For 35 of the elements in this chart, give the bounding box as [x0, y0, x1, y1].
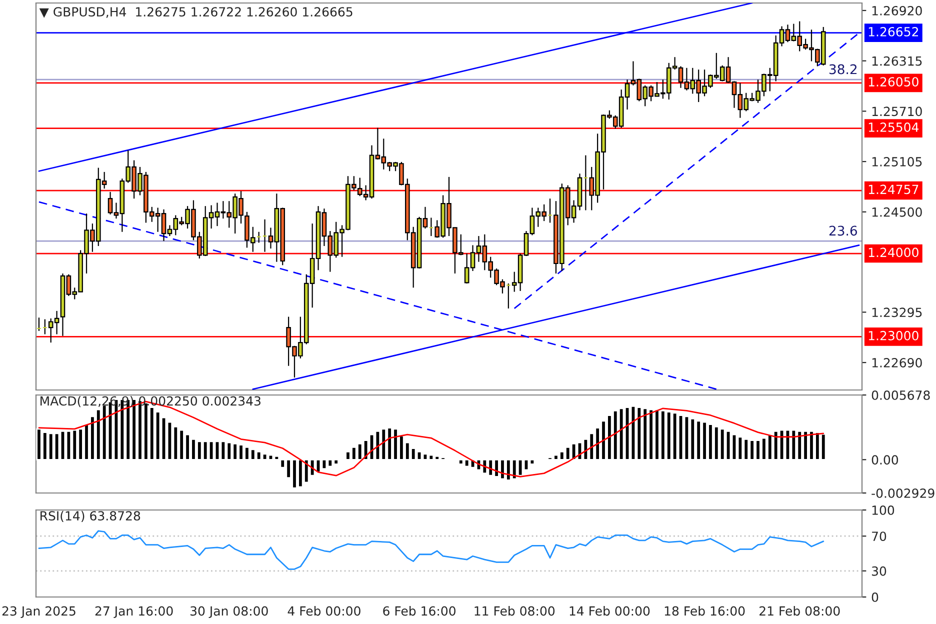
x-tick-label: 14 Feb 00:00: [570, 606, 650, 616]
y-tick-label: -0.002929: [872, 488, 934, 498]
x-tick-label: 18 Feb 16:00: [664, 606, 745, 616]
chart-title: RSI(14) 63.8728: [40, 510, 140, 522]
y-tick-label: 100: [872, 505, 894, 515]
ref-line-label: 1.24757: [868, 184, 918, 194]
ref-line-label: 1.23000: [868, 330, 918, 340]
y-tick-label: 1.26315: [872, 56, 922, 66]
y-tick-label: 1.24500: [872, 207, 922, 217]
x-tick-label: 11 Feb 08:00: [474, 606, 555, 616]
ref-line-label: 1.25504: [868, 122, 919, 132]
x-tick-label: 27 Jan 16:00: [95, 606, 173, 618]
y-tick-label: 1.25105: [872, 157, 922, 166]
y-tick-label: 1.23295: [872, 308, 922, 318]
line-series: [38, 530, 824, 570]
x-tick-label: 21 Feb 08:00: [760, 606, 840, 616]
chart-title: ▼ GBPUSD,H4 1.26275 1.26722 1.26260 1.26665: [39, 7, 352, 18]
ref-line-label: 1.26050: [868, 77, 918, 87]
x-tick-label: 6 Feb 16:00: [383, 606, 456, 616]
y-tick-label: 30: [872, 566, 886, 576]
y-tick-label: 0.00: [872, 455, 898, 465]
ref-line-label: 1.26652: [868, 26, 918, 36]
y-tick-label: 1.22690: [872, 358, 922, 368]
y-tick-label: 1.26920: [872, 6, 922, 16]
y-tick-label: 0.005678: [872, 390, 930, 400]
x-tick-label: 30 Jan 08:00: [190, 606, 268, 618]
ref-line-label: 1.24000: [868, 248, 918, 258]
y-tick-label: 1.25710: [872, 106, 922, 116]
x-tick-label: 23 Jan 2025: [2, 606, 76, 618]
x-tick-label: 4 Feb 00:00: [288, 606, 360, 616]
y-tick-label: 0: [872, 592, 878, 602]
chart-title: MACD(12,26,9) 0.002250 0.002343: [40, 396, 260, 408]
y-tick-label: 70: [872, 532, 886, 542]
annotation: 23.6: [829, 226, 858, 236]
annotation: 38.2: [829, 64, 857, 74]
